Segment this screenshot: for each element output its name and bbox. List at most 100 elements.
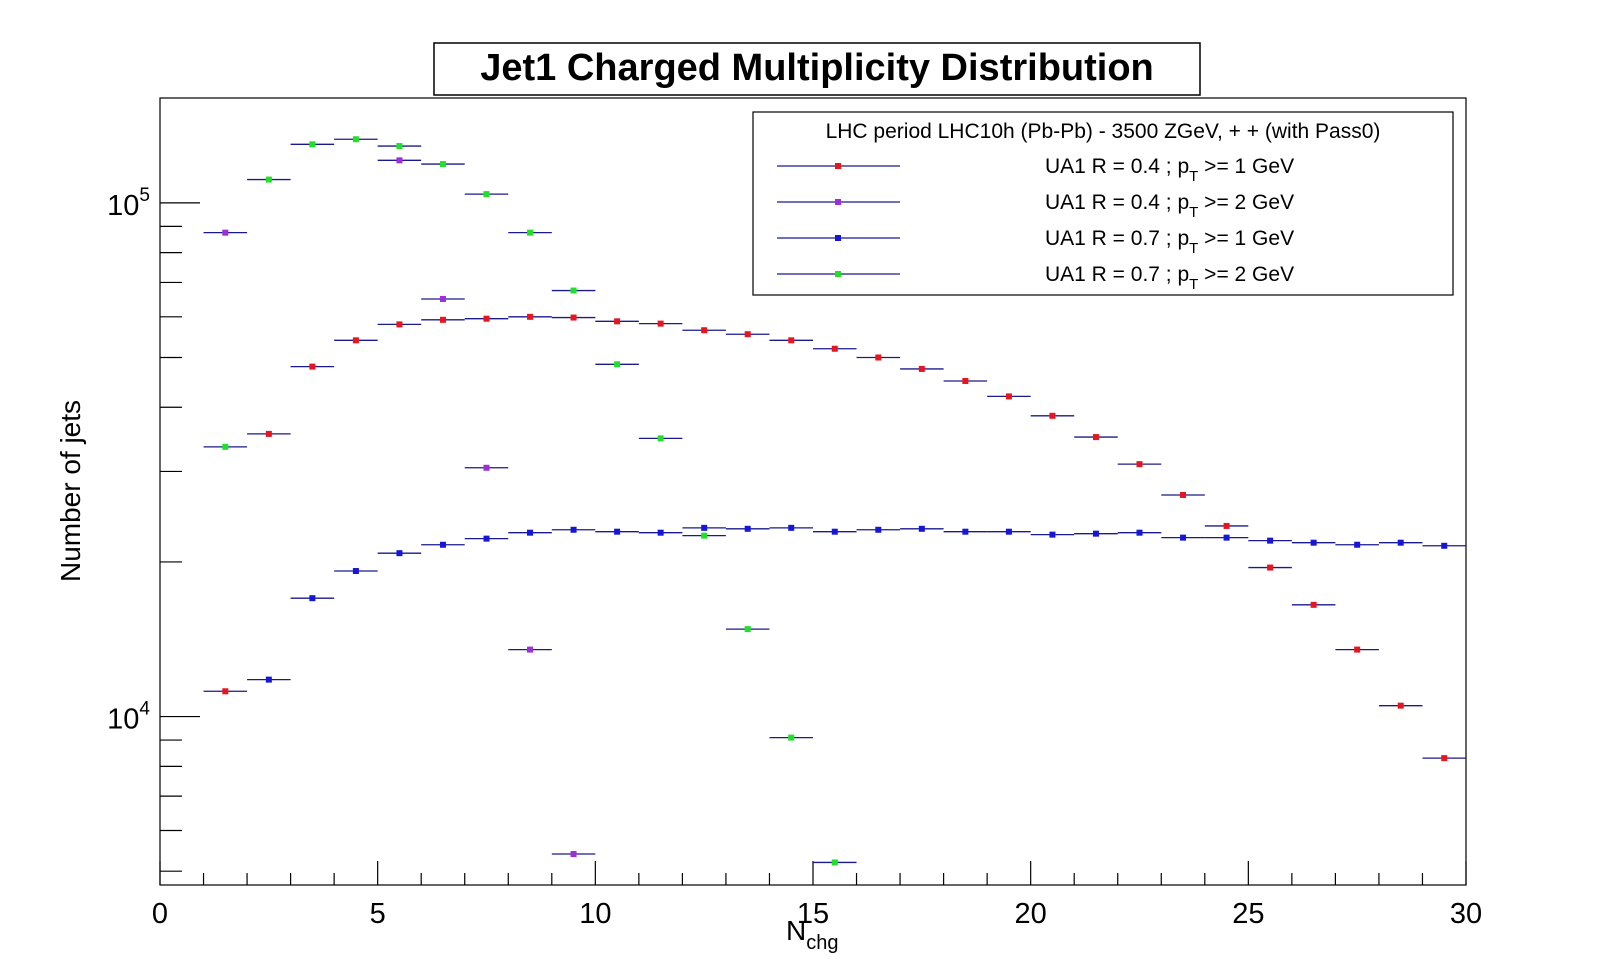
x-tick-label: 15 [797, 898, 829, 930]
legend-label-main: UA1 R = 0.7 ; p [1045, 263, 1189, 286]
legend-entry: UA1 R = 0.4 ; pT >= 1 GeV [777, 155, 1294, 185]
data-point [222, 688, 229, 695]
data-point [527, 229, 534, 236]
data-point [439, 295, 446, 302]
data-point [1267, 564, 1274, 571]
y-tick-exponent: 5 [139, 185, 150, 206]
data-point [1397, 539, 1404, 546]
data-point [396, 143, 403, 150]
data-point [1441, 542, 1448, 549]
legend-label-rest: >= 1 GeV [1198, 227, 1294, 250]
legend-label-rest: >= 1 GeV [1198, 155, 1294, 178]
data-point [527, 529, 534, 536]
data-point [1441, 755, 1448, 762]
data-point [265, 676, 272, 683]
data-point [1310, 539, 1317, 546]
x-tick-label: 20 [1015, 898, 1047, 930]
data-point [396, 321, 403, 328]
data-point [439, 161, 446, 168]
data-point [657, 529, 664, 536]
data-point [962, 528, 969, 535]
data-point [657, 320, 664, 327]
data-point [1267, 537, 1274, 544]
data-point [831, 345, 838, 352]
x-tick-label: 10 [579, 898, 611, 930]
series-2 [203, 157, 596, 858]
data-point [1223, 534, 1230, 541]
data-point [527, 313, 534, 320]
legend-marker [835, 235, 841, 241]
chart-title-box: Jet1 Charged Multiplicity Distribution [433, 42, 1201, 96]
legend-header: LHC period LHC10h (Pb-Pb) - 3500 ZGeV, +… [826, 120, 1381, 143]
legend-label-main: UA1 R = 0.4 ; p [1045, 155, 1189, 178]
y-tick-label: 104 [107, 699, 150, 736]
data-point [483, 315, 490, 322]
data-point [1180, 534, 1187, 541]
data-point [570, 287, 577, 294]
data-point [875, 526, 882, 533]
data-point [265, 176, 272, 183]
data-point [1136, 461, 1143, 468]
data-point [918, 365, 925, 372]
data-point [570, 851, 577, 858]
y-tick-exponent: 4 [139, 699, 150, 720]
chart-title: Jet1 Charged Multiplicity Distribution [480, 47, 1154, 89]
data-point [744, 626, 751, 633]
data-point [701, 327, 708, 334]
data-point [1049, 412, 1056, 419]
data-point [1005, 528, 1012, 535]
data-point [222, 443, 229, 450]
legend-label: UA1 R = 0.7 ; pT >= 1 GeV [1045, 227, 1294, 257]
legend-label-sub: T [1189, 168, 1198, 185]
data-point [1049, 531, 1056, 538]
data-point [701, 524, 708, 531]
data-point [657, 435, 664, 442]
legend-marker [835, 163, 841, 169]
data-point [570, 526, 577, 533]
data-point [1397, 702, 1404, 709]
legend-label-main: UA1 R = 0.7 ; p [1045, 227, 1189, 250]
data-point [1092, 434, 1099, 441]
data-point [1136, 529, 1143, 536]
data-point [831, 859, 838, 866]
data-point [222, 229, 229, 236]
x-axis-label: Nchg [786, 915, 838, 954]
data-point [918, 525, 925, 532]
legend-label-rest: >= 2 GeV [1198, 191, 1294, 214]
data-point [744, 331, 751, 338]
data-point [701, 532, 708, 539]
legend-frame [752, 111, 1454, 296]
data-point [309, 141, 316, 148]
data-point [831, 528, 838, 535]
data-point [962, 378, 969, 385]
y-tick-label: 105 [107, 185, 150, 222]
data-point [309, 595, 316, 602]
data-point [788, 734, 795, 741]
data-point [439, 316, 446, 323]
data-point [744, 525, 751, 532]
legend-entry: UA1 R = 0.4 ; pT >= 2 GeV [777, 191, 1294, 221]
y-axis-label: Number of jets [55, 400, 86, 582]
series-1 [203, 313, 1466, 762]
legend-label-main: UA1 R = 0.4 ; p [1045, 191, 1189, 214]
legend-label: UA1 R = 0.4 ; pT >= 1 GeV [1045, 155, 1294, 185]
data-point [352, 337, 359, 344]
x-tick-label: 0 [152, 898, 168, 930]
data-point [1180, 491, 1187, 498]
legend-marker [835, 199, 841, 205]
data-point [788, 337, 795, 344]
data-point [875, 354, 882, 361]
data-point [1223, 522, 1230, 529]
legend: LHC period LHC10h (Pb-Pb) - 3500 ZGeV, +… [752, 111, 1454, 296]
data-point [614, 361, 621, 368]
data-point [396, 157, 403, 164]
data-point [309, 363, 316, 370]
y-tick-base: 10 [107, 704, 139, 736]
data-point [614, 528, 621, 535]
data-point [1310, 601, 1317, 608]
data-point [483, 464, 490, 471]
data-point [483, 191, 490, 198]
